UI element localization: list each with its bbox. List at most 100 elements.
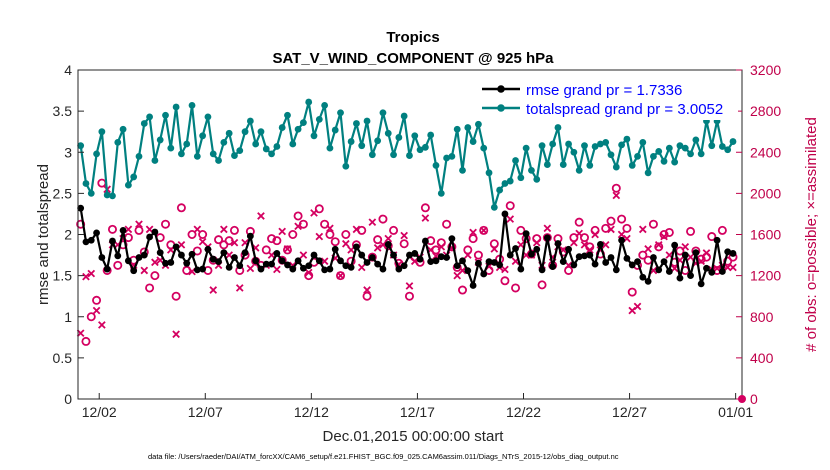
rmse-point [416,255,424,263]
spread-point [618,141,626,149]
rmse-point [231,254,238,261]
rmse-point [262,260,270,268]
obs-possible-point [325,229,335,239]
rmse-point [358,251,366,259]
spread-point [93,150,100,158]
obs-assimilated-point [681,243,690,251]
rmse-point [400,262,408,270]
spread-point [358,142,366,150]
obs-assimilated-point [273,265,281,274]
obs-assimilated-point [235,284,244,292]
rmse-point [225,264,233,271]
spread-point [421,143,429,151]
obs-possible-point [707,232,717,242]
spread-point [284,111,291,119]
obs-assimilated-stroke [76,329,85,338]
rmse-point [384,240,392,248]
obs-assimilated-point [336,271,345,280]
obs-assimilated-stroke [379,240,387,249]
obs-assimilated-stroke [713,264,721,273]
rmse-point [634,258,641,266]
rmse-point [501,210,509,218]
obs-possible-point [314,204,324,214]
obs-assimilated-point [633,302,642,311]
obs-possible-point [362,291,372,301]
obs-assimilated-point [341,239,350,248]
y-tick-label: 3 [64,144,72,160]
spread-point [199,132,207,140]
spread-point [448,152,456,160]
rmse-point [485,258,493,266]
obs-assimilated-point [591,230,599,239]
obs-assimilated-stroke [278,227,287,236]
rmse-point [448,235,456,243]
obs-assimilated-stroke [654,240,663,249]
obs-assimilated-point [352,225,361,234]
obs-assimilated-stroke [591,230,599,239]
y2-tick-label: 2400 [750,144,781,160]
spread-point [676,142,684,150]
obs-possible-point [176,203,186,213]
obs-assimilated-point [400,231,409,240]
obs-assimilated-stroke [87,269,96,278]
obs-assimilated-stroke [638,225,647,234]
obs-assimilated-point [437,243,446,251]
obs-possible-point [261,245,271,255]
obs-assimilated-point [193,225,202,234]
obs-assimilated-stroke [686,253,695,261]
spread-point [464,124,472,131]
spread-point [98,128,106,136]
rmse-point [289,265,297,273]
spread-point [188,101,196,109]
rmse-point [368,254,376,261]
obs-assimilated-point [506,215,515,223]
obs-assimilated-point [729,263,737,272]
obs-assimilated-point [479,226,488,235]
spread-point [581,142,588,150]
rmse-point [199,265,207,273]
spread-point [395,134,403,141]
obs-assimilated-point [363,286,371,294]
spread-point [671,158,679,166]
rmse-point [581,252,588,260]
obs-assimilated-stroke [310,209,318,217]
spread-point [342,162,350,170]
rmse-point [124,257,132,265]
lines-layer [77,98,737,289]
obs-possible-point [86,312,96,322]
spread-point [236,147,244,155]
spread-point [289,140,297,148]
obs-assimilated-stroke [665,251,674,259]
obs-assimilated-stroke [580,240,589,249]
y2-tick-label: 2800 [750,103,781,119]
obs-possible-point [113,260,123,270]
spread-point [321,101,329,109]
obs-possible-point [516,225,526,235]
rmse-point [353,243,360,251]
rmse-point [167,259,175,266]
obs-assimilated-point [257,212,265,220]
spread-point [368,151,376,159]
rmse-point [246,232,254,240]
obs-possible-point [171,291,181,301]
obs-possible-point [717,225,727,235]
rmse-point [379,265,387,273]
spread-point [231,152,238,159]
spread-point [681,144,689,152]
y-tick-label: 4 [64,62,72,78]
rmse-point [98,254,106,261]
obs-possible-point [192,246,202,256]
spread-point [268,150,275,158]
obs-assimilated-stroke [172,330,180,339]
obs-possible-point [627,287,637,297]
spread-point [490,203,498,211]
rmse-point [475,259,482,267]
obs-assimilated-stroke [341,239,350,248]
obs-possible-point [664,227,674,237]
obs-assimilated-stroke [320,257,329,266]
y-tick-label: 2.5 [53,185,73,201]
spread-point [347,138,355,145]
spread-point [480,144,488,152]
x-axis-label: Dec.01,2015 00:00:00 start [323,428,505,445]
